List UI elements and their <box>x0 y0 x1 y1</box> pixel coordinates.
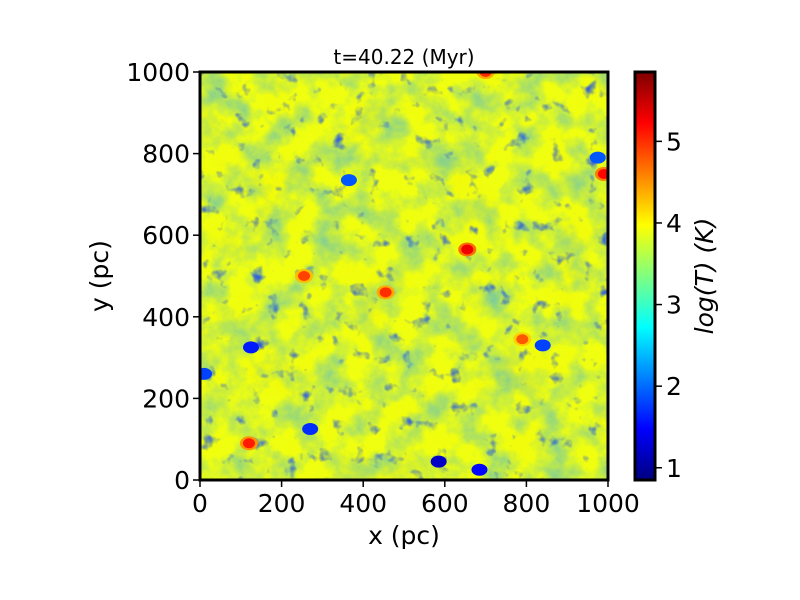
colorbar-tick-label-1: 2 <box>666 372 682 401</box>
y-tick-label-2: 400 <box>142 303 190 332</box>
hot-region-6 <box>594 167 608 181</box>
x-tick-label-2: 400 <box>339 489 387 518</box>
x-tick-label-5: 1000 <box>576 489 640 518</box>
colorbar-tick-label-4: 5 <box>666 127 682 156</box>
y-axis: 0 200 400 600 800 1000 <box>126 58 200 495</box>
y-tick-label-0: 0 <box>174 466 190 495</box>
cold-region-2 <box>340 174 357 187</box>
hot-region-1 <box>295 269 314 283</box>
colorbar-axis: 1 2 3 4 5 <box>655 127 682 483</box>
plot-frame <box>198 70 610 482</box>
hot-region-2 <box>376 285 395 300</box>
cold-region-6 <box>471 463 488 476</box>
heatmap-image <box>200 72 608 480</box>
hot-region-3 <box>458 242 477 257</box>
cold-region-5 <box>589 151 606 164</box>
y-tick-label-3: 600 <box>142 221 190 250</box>
x-tick-label-0: 0 <box>192 489 208 518</box>
chart-title: t=40.22 (Myr) <box>333 45 474 69</box>
x-tick-label-3: 600 <box>421 489 469 518</box>
hot-region-4 <box>513 332 532 347</box>
y-tick-label-5: 1000 <box>126 58 190 87</box>
colorbar-tick-label-3: 4 <box>666 209 682 238</box>
cold-region-0 <box>243 341 259 354</box>
y-tick-label-1: 200 <box>142 384 190 413</box>
hot-region-0 <box>239 436 258 451</box>
y-axis-label: y (pc) <box>85 240 114 312</box>
colorbar-label: log(T) (K) <box>690 218 719 335</box>
x-axis: 0 200 400 600 800 1000 <box>192 480 640 518</box>
colorbar-tick-label-0: 1 <box>666 454 682 483</box>
cold-region-1 <box>430 455 447 468</box>
cold-region-4 <box>302 423 319 435</box>
x-tick-label-1: 200 <box>258 489 306 518</box>
colorbar-tick-label-2: 3 <box>666 291 682 320</box>
cold-region-3 <box>534 339 551 352</box>
colorbar <box>633 70 657 482</box>
heatmap-texture-cold <box>200 72 608 480</box>
x-axis-label: x (pc) <box>368 521 440 550</box>
cold-region-7 <box>200 367 213 380</box>
x-tick-label-4: 800 <box>503 489 551 518</box>
y-tick-label-4: 800 <box>142 140 190 169</box>
